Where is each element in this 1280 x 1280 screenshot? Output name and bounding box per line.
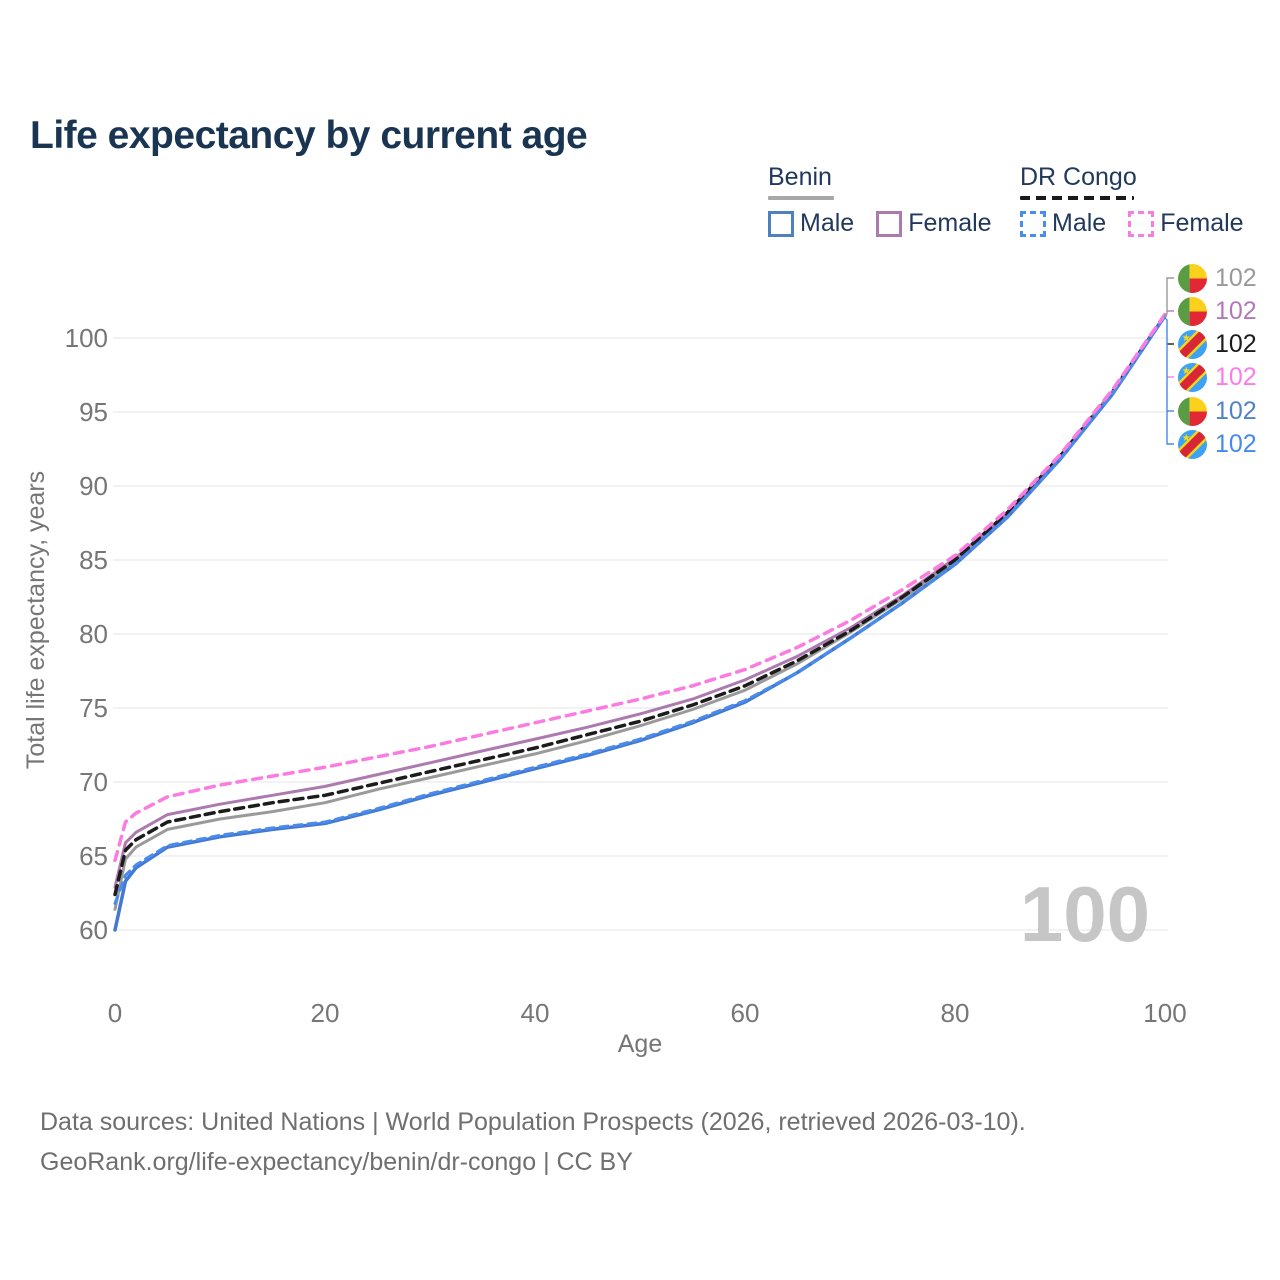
footer-data-sources: Data sources: United Nations | World Pop…: [40, 1108, 1026, 1136]
benin-flag-icon: [1178, 263, 1207, 293]
benin-line-style-sample: [768, 196, 834, 200]
x-tick-label-80: 80: [941, 998, 970, 1028]
end-value-dr-congo-total: 102: [1215, 329, 1257, 358]
legend-group-benin: Benin Male Female: [768, 163, 992, 238]
end-label-benin-male: 102: [1178, 395, 1257, 427]
y-tick-label-85: 85: [79, 545, 108, 575]
page-title: Life expectancy by current age: [30, 114, 588, 158]
legend-item-benin-female[interactable]: Female: [876, 209, 992, 238]
legend-label-benin-male: Male: [800, 209, 855, 237]
y-tick-label-95: 95: [79, 397, 108, 427]
legend-country-dr-congo[interactable]: DR Congo: [1020, 163, 1137, 191]
end-label-dr-congo-male: 102: [1178, 428, 1257, 460]
series-line-dr-congo-female[interactable]: [113, 312, 1167, 863]
x-tick-label-0: 0: [108, 998, 122, 1028]
y-tick-label-60: 60: [79, 915, 108, 945]
legend-group-dr-congo: DR Congo Male Female: [1020, 163, 1244, 238]
series-line-benin-total[interactable]: [113, 314, 1167, 911]
end-label-benin-female: 102: [1178, 295, 1257, 327]
y-tick-label-75: 75: [79, 693, 108, 723]
y-tick-label-70: 70: [79, 767, 108, 797]
x-tick-label-100: 100: [1143, 998, 1186, 1028]
footer-attribution: GeoRank.org/life-expectancy/benin/dr-con…: [40, 1148, 633, 1176]
series-line-dr-congo-male[interactable]: [113, 314, 1167, 905]
dr-congo-male-checkbox[interactable]: [1020, 210, 1046, 237]
benin-male-checkbox[interactable]: [768, 210, 794, 237]
x-tick-label-60: 60: [731, 998, 760, 1028]
benin-flag-icon: [1178, 396, 1207, 426]
dr-congo-flag-icon: [1178, 429, 1207, 459]
end-value-benin-male: 102: [1215, 396, 1257, 425]
end-label-benin-total: 102: [1178, 262, 1257, 294]
legend-label-dr-congo-male: Male: [1052, 209, 1107, 237]
current-age-watermark: 100: [1020, 870, 1150, 958]
y-tick-label-65: 65: [79, 841, 108, 871]
dr-congo-flag-icon: [1178, 329, 1207, 359]
y-tick-label-100: 100: [65, 323, 108, 353]
legend-country-benin[interactable]: Benin: [768, 163, 832, 191]
series-line-benin-male[interactable]: [113, 314, 1167, 932]
legend-label-benin-female: Female: [908, 209, 992, 237]
dr-congo-line-style-sample: [1020, 196, 1134, 200]
end-value-benin-female: 102: [1215, 296, 1257, 325]
end-label-dr-congo-female: 102: [1178, 361, 1257, 393]
legend-item-dr-congo-male[interactable]: Male: [1020, 209, 1106, 238]
end-value-dr-congo-female: 102: [1215, 362, 1257, 391]
end-value-benin-total: 102: [1215, 263, 1257, 292]
benin-female-checkbox[interactable]: [876, 210, 903, 237]
leader-benin-total: [1163, 277, 1174, 317]
end-value-dr-congo-male: 102: [1215, 429, 1257, 458]
x-tick-label-20: 20: [311, 998, 340, 1028]
x-axis-title: Age: [618, 1030, 662, 1058]
x-tick-label-40: 40: [521, 998, 550, 1028]
y-tick-label-90: 90: [79, 471, 108, 501]
legend-label-dr-congo-female: Female: [1160, 209, 1244, 237]
series-line-dr-congo-total[interactable]: [113, 314, 1167, 897]
legend-item-benin-male[interactable]: Male: [768, 209, 854, 238]
dr-congo-female-checkbox[interactable]: [1128, 210, 1155, 237]
dr-congo-flag-icon: [1178, 362, 1207, 392]
legend-item-dr-congo-female[interactable]: Female: [1128, 209, 1244, 238]
benin-flag-icon: [1178, 296, 1207, 326]
y-tick-label-80: 80: [79, 619, 108, 649]
y-axis-title: Total life expectancy, years: [22, 471, 50, 769]
leader-dr-congo-male: [1163, 316, 1174, 445]
end-label-dr-congo-total: 102: [1178, 328, 1257, 360]
